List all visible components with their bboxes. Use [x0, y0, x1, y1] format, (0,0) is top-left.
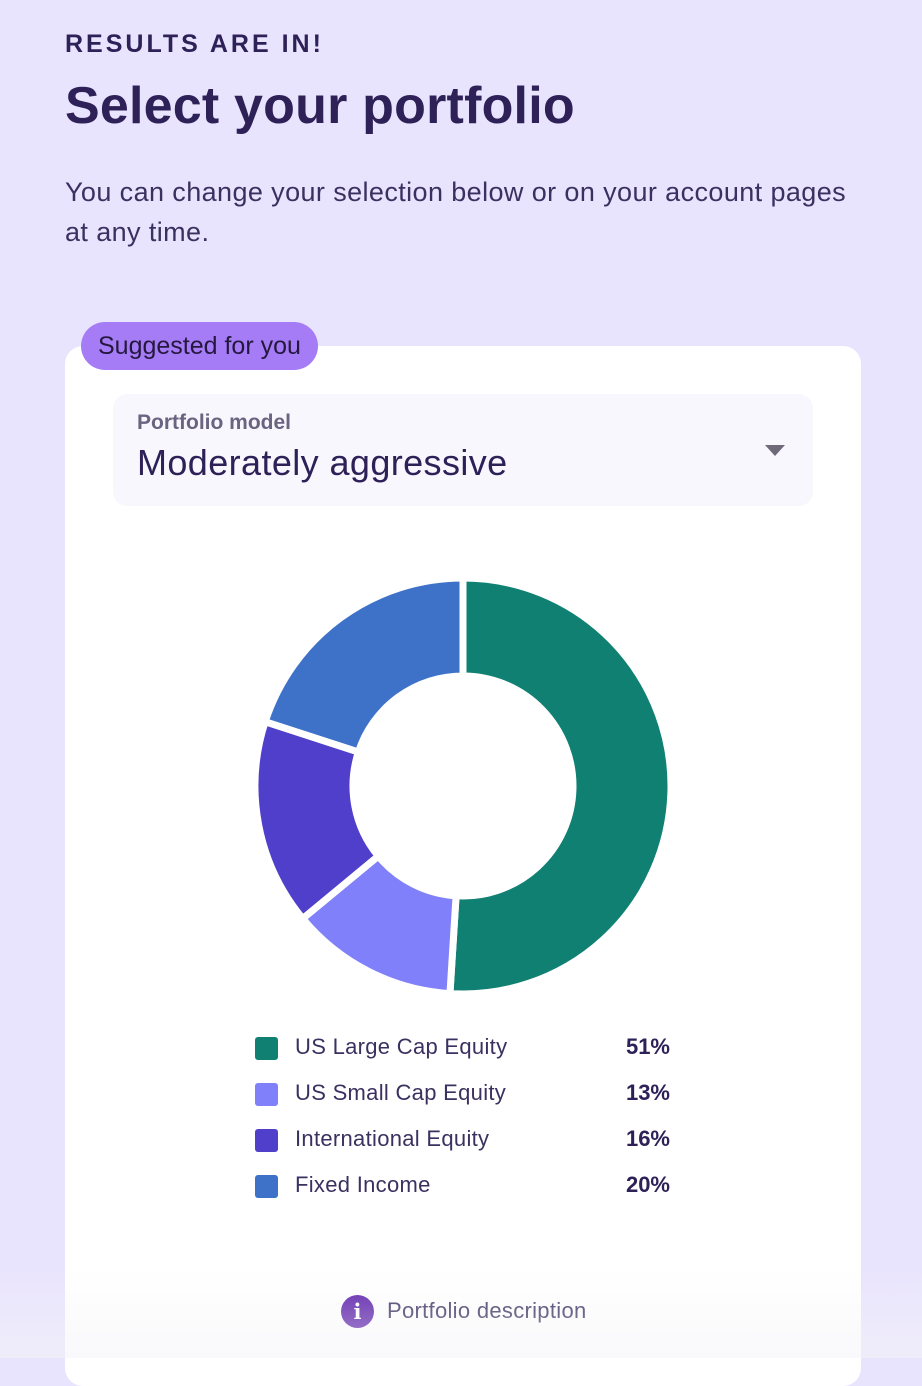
- suggested-badge: Suggested for you: [81, 322, 318, 370]
- legend-label: Fixed Income: [295, 1172, 431, 1197]
- donut-slice-fixed-income: [260, 574, 467, 757]
- legend-item: International Equity 16%: [255, 1124, 670, 1170]
- legend-label: US Large Cap Equity: [295, 1034, 508, 1059]
- portfolio-model-label: Portfolio model: [137, 411, 291, 434]
- donut-slice-international-equity: [251, 717, 384, 924]
- legend-swatch: [255, 1083, 278, 1106]
- portfolio-model-value: Moderately aggressive: [137, 442, 508, 483]
- donut-slice-us-large-cap-equity: [446, 574, 675, 998]
- legend-value: 13%: [625, 1080, 670, 1105]
- portfolio-description-label: Portfolio description: [387, 1298, 587, 1323]
- caret-down-icon: [765, 445, 785, 456]
- page-subtitle: You can change your selection below or o…: [65, 177, 847, 247]
- legend-label: International Equity: [295, 1126, 490, 1151]
- portfolio-description-link[interactable]: i Portfolio description: [341, 1294, 587, 1328]
- legend-value: 16%: [625, 1126, 670, 1151]
- chart-legend: US Large Cap Equity 51% US Small Cap Equ…: [255, 1032, 670, 1216]
- legend-item: US Large Cap Equity 51%: [255, 1032, 670, 1078]
- legend-value: 51%: [625, 1034, 670, 1059]
- legend-item: Fixed Income 20%: [255, 1170, 670, 1216]
- legend-swatch: [255, 1175, 278, 1198]
- allocation-donut-chart: [251, 574, 675, 998]
- portfolio-model-select[interactable]: Portfolio model Moderately aggressive: [113, 394, 813, 506]
- page-title: Select your portfolio: [65, 77, 575, 135]
- legend-label: US Small Cap Equity: [295, 1080, 507, 1105]
- info-icon: i: [341, 1294, 374, 1328]
- legend-item: US Small Cap Equity 13%: [255, 1078, 670, 1124]
- legend-swatch: [255, 1037, 278, 1060]
- portfolio-card: Portfolio model Moderately aggressive US…: [65, 346, 861, 1386]
- results-eyebrow: RESULTS ARE IN!: [65, 30, 324, 58]
- legend-value: 20%: [625, 1172, 670, 1197]
- legend-swatch: [255, 1129, 278, 1152]
